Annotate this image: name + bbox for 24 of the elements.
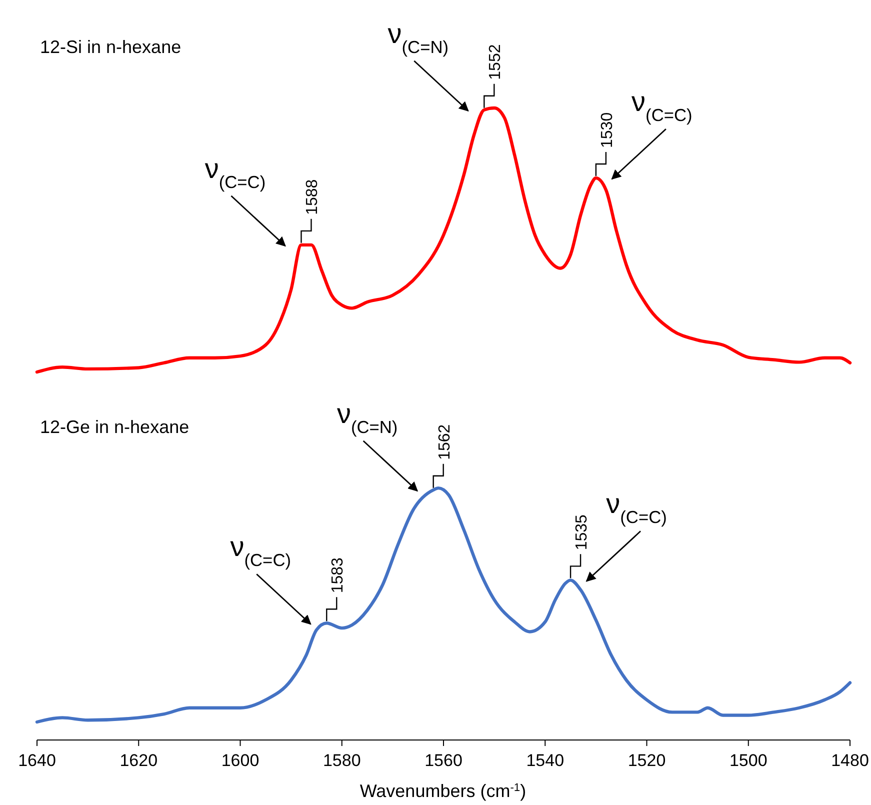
annotation: 1588	[304, 179, 322, 215]
annotation: 1530	[598, 112, 616, 148]
x-tick-label: 1620	[120, 751, 158, 770]
annotation: 1552	[487, 44, 504, 80]
x-tick-label: 1560	[424, 751, 462, 770]
annotation: ν$_{(C=C)}$	[204, 152, 266, 192]
text: 12-Si in n-hexane	[40, 37, 182, 57]
x-tick-label: 1500	[729, 751, 768, 770]
annotation: ν$_{(C=C)}$	[230, 531, 292, 570]
annotation: 1562	[436, 424, 454, 460]
x-tick-label: 1580	[322, 751, 361, 770]
x-tick-label: 1480	[831, 751, 869, 770]
x-axis-title: Wavenumbers (cm$^{-1}$)	[360, 781, 526, 801]
annotation: ν$_{(C=C)}$	[632, 86, 692, 125]
x-tick-label: 1640	[18, 751, 56, 770]
annotation: ν$_{(C=N)}$	[336, 398, 398, 437]
annotation: 1583	[330, 557, 347, 594]
x-tick-label: 1600	[221, 751, 260, 770]
x-tick-label: 1540	[526, 751, 564, 770]
x-tick-label: 1520	[628, 751, 666, 770]
text: ν$_{(C=N)}$	[388, 18, 449, 57]
annotation: 1535	[574, 514, 591, 550]
annotation: ν$_{(C=C)}$	[606, 488, 667, 528]
annotation: 12-Ge in n-hexane	[40, 417, 190, 438]
